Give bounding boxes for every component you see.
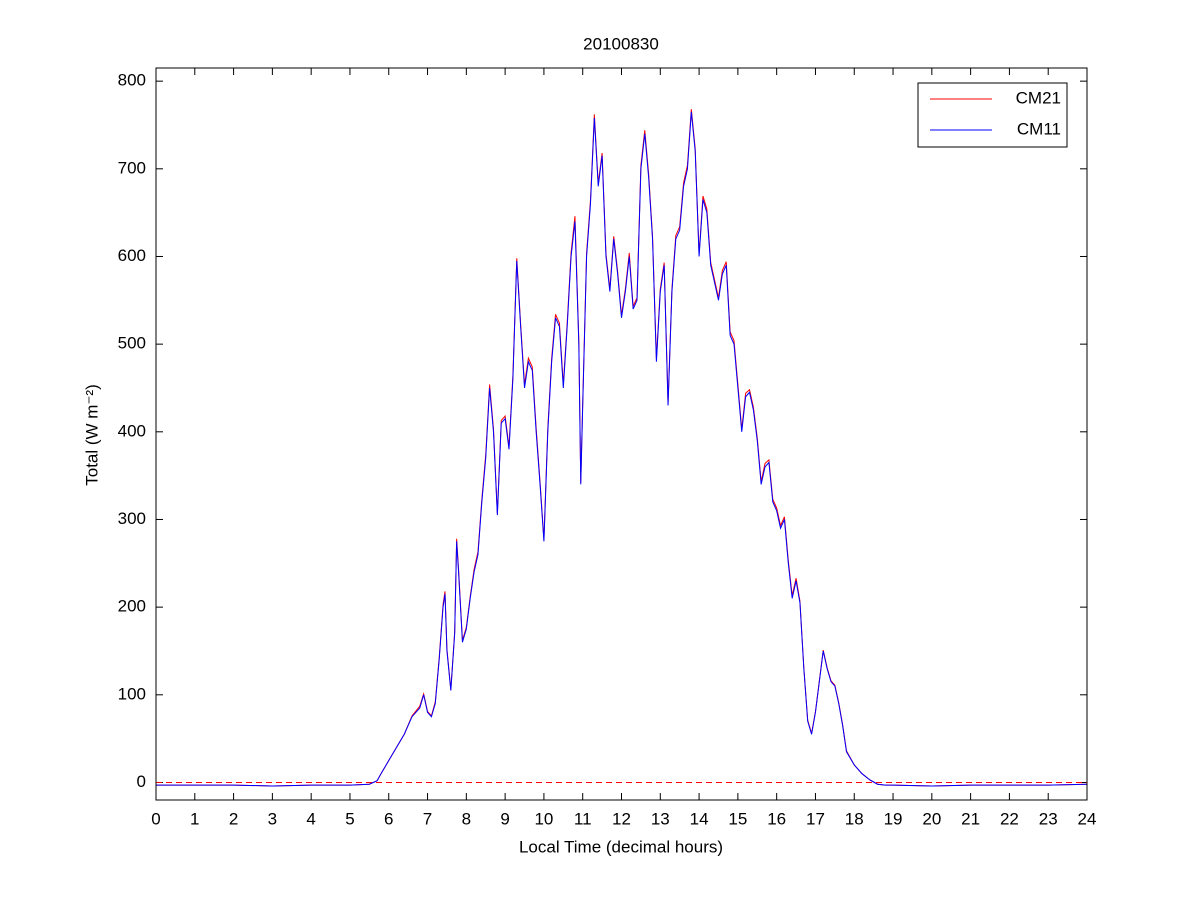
x-tick-label: 1	[190, 809, 199, 828]
x-tick-label: 14	[690, 809, 709, 828]
x-axis-label: Local Time (decimal hours)	[519, 837, 723, 856]
x-tick-label: 3	[268, 809, 277, 828]
x-tick-label: 6	[384, 809, 393, 828]
y-tick-label: 500	[118, 334, 146, 353]
x-tick-label: 11	[574, 809, 592, 828]
legend-label: CM11	[1017, 119, 1061, 138]
plot-frame	[155, 67, 1088, 801]
x-tick-label: 23	[1039, 809, 1058, 828]
x-tick-label: 21	[961, 809, 980, 828]
x-tick-label: 24	[1078, 809, 1097, 828]
y-tick-label: 400	[118, 421, 146, 440]
y-tick-label: 200	[118, 597, 146, 616]
x-tick-label: 13	[651, 809, 670, 828]
x-tick-label: 9	[500, 809, 509, 828]
y-tick-label: 100	[118, 684, 146, 703]
x-tick-label: 19	[884, 809, 903, 828]
x-tick-label: 0	[151, 809, 160, 828]
x-tick-label: 7	[423, 809, 432, 828]
x-tick-label: 5	[345, 809, 354, 828]
legend-label: CM21	[1016, 88, 1061, 107]
y-tick-label: 300	[118, 509, 146, 528]
y-tick-label: 600	[118, 246, 146, 265]
y-tick-label: 800	[118, 71, 146, 90]
y-axis-label: Total (W m⁻²)	[82, 384, 101, 486]
x-tick-label: 8	[462, 809, 471, 828]
x-tick-label: 15	[728, 809, 747, 828]
x-tick-label: 22	[1000, 809, 1019, 828]
x-tick-label: 16	[767, 809, 786, 828]
x-tick-label: 18	[845, 809, 864, 828]
legend-box	[917, 82, 1068, 148]
x-tick-label: 17	[806, 809, 825, 828]
y-tick-label: 700	[118, 158, 146, 177]
series-line	[156, 111, 1088, 787]
x-tick-label: 2	[229, 809, 238, 828]
x-tick-label: 10	[534, 809, 553, 828]
x-tick-label: 12	[612, 809, 631, 828]
x-tick-label: 20	[922, 809, 941, 828]
chart-title: 20100830	[583, 34, 659, 53]
y-tick-label: 0	[137, 772, 146, 791]
x-tick-label: 4	[306, 809, 315, 828]
